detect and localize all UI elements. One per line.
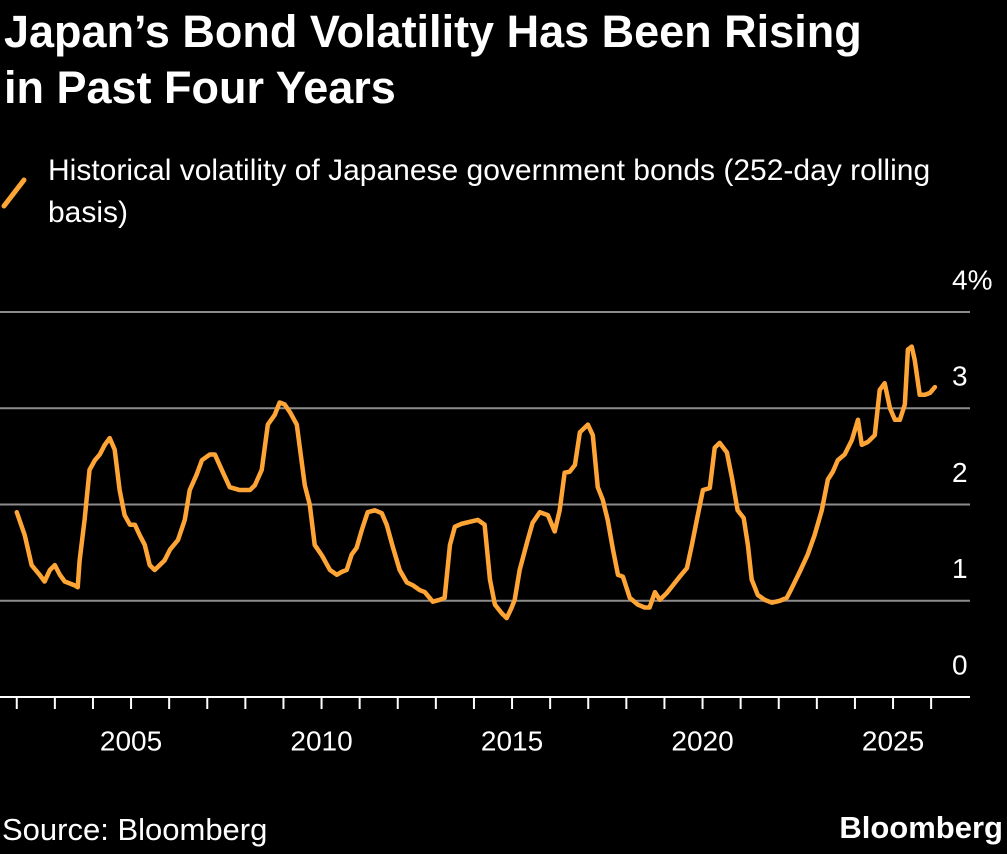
x-tick-label: 2020 [671,725,733,756]
x-tick-label: 2005 [100,725,162,756]
legend-icon [1,177,27,209]
x-tick-label: 2015 [481,725,543,756]
y-tick-label: 0 [952,649,968,680]
legend-swatch [1,177,27,209]
chart: 0 1 2 3 4% 2005 2010 2015 2020 2025 [0,264,992,756]
legend-label: Historical volatility of Japanese govern… [48,154,931,229]
x-tick-label: 2010 [290,725,352,756]
x-tick-label: 2025 [862,725,924,756]
y-tick-label: 1 [952,553,968,584]
y-tick-label: 2 [952,457,968,488]
y-tick-label: 3 [952,361,968,392]
brand: Bloomberg [839,810,1003,845]
data-line [14,344,938,621]
y-tick-label: 4% [952,264,992,295]
chart-title: Japan’s Bond Volatility Has Been Rising … [4,6,862,113]
source: Source: Bloomberg [2,812,268,847]
